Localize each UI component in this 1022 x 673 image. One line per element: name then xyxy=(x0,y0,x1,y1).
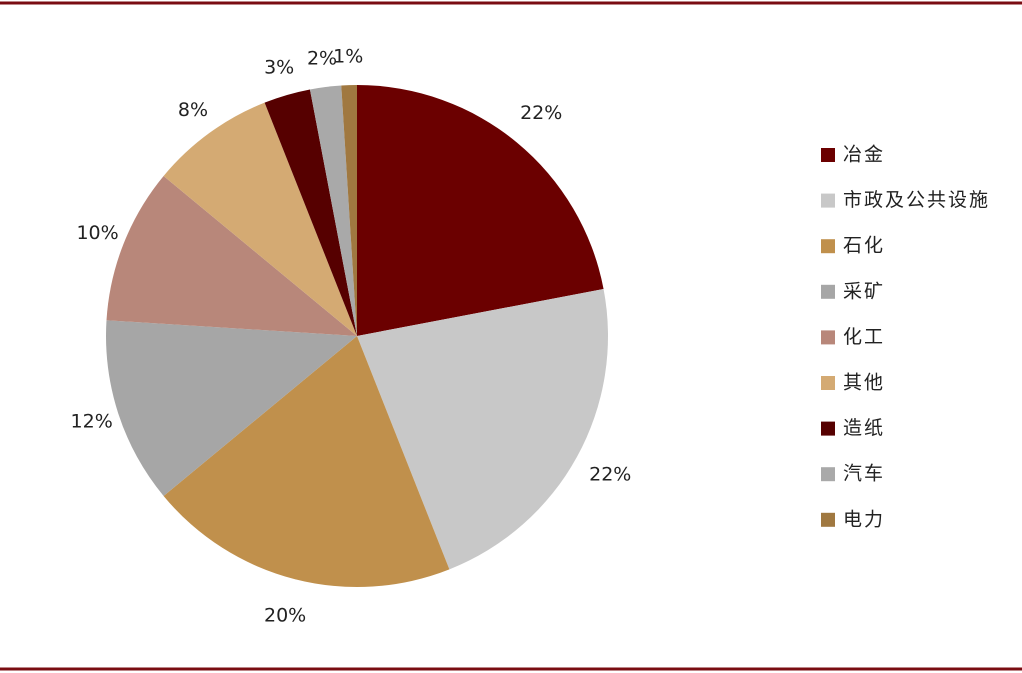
legend-swatch xyxy=(821,376,835,390)
data-label: 22% xyxy=(520,102,562,124)
data-label: 10% xyxy=(76,222,118,244)
legend-label: 其他 xyxy=(843,372,885,394)
data-label: 20% xyxy=(264,604,306,626)
legend-label: 采矿 xyxy=(843,280,885,302)
data-label: 22% xyxy=(589,464,631,486)
legend-swatch xyxy=(821,239,835,254)
pie-slice xyxy=(357,85,604,336)
pie-slice xyxy=(309,85,357,336)
legend-label: 市政及公共设施 xyxy=(843,189,990,211)
legend-swatch xyxy=(821,284,835,299)
pie-slice xyxy=(163,336,450,587)
legend-swatch xyxy=(821,421,835,436)
legend-label: 汽车 xyxy=(843,463,885,485)
legend-swatch xyxy=(821,512,835,527)
data-label: 12% xyxy=(71,411,113,433)
legend-label: 冶金 xyxy=(843,144,885,166)
data-label: 8% xyxy=(178,99,208,121)
legend-swatch xyxy=(821,330,835,345)
data-label: 3% xyxy=(264,57,294,79)
legend-label: 造纸 xyxy=(843,417,885,439)
pie-slice xyxy=(163,102,357,336)
legend-label: 石化 xyxy=(843,235,885,257)
pie-slice xyxy=(264,89,357,337)
pie-slice xyxy=(357,288,608,570)
data-label: 2% xyxy=(307,48,337,70)
pie-slice xyxy=(106,320,357,496)
pie-slice xyxy=(106,176,357,336)
data-label: 1% xyxy=(333,46,363,68)
legend-label: 化工 xyxy=(843,326,885,348)
legend-swatch xyxy=(821,193,835,208)
legend-label: 电力 xyxy=(843,508,885,530)
legend-swatch xyxy=(821,148,835,162)
legend-swatch xyxy=(821,467,835,482)
pie-slice xyxy=(341,85,357,336)
